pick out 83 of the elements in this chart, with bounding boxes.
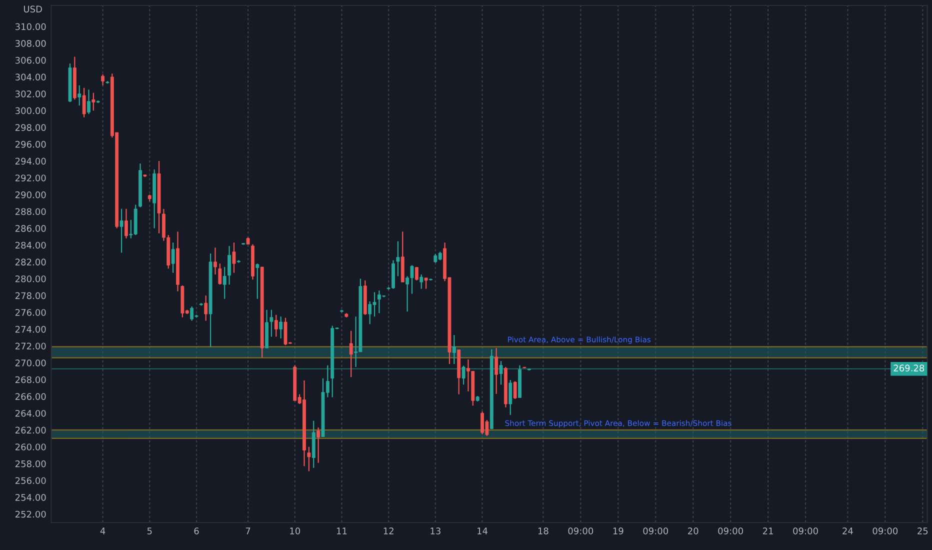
x-tick-label: 10 — [290, 528, 300, 534]
y-tick-label: 300.00 — [16, 107, 46, 114]
x-tick-label: 09:00 — [568, 528, 594, 534]
y-tick-label: 256.00 — [15, 477, 46, 484]
x-tick-label: 4 — [100, 528, 106, 534]
y-tick-label: 266.00 — [15, 393, 46, 400]
x-tick-label: 25 — [918, 528, 928, 534]
x-tick-label: 24 — [842, 528, 853, 534]
x-tick-label: 19 — [613, 528, 624, 534]
y-tick-label: 260.00 — [15, 444, 46, 450]
candlestick — [396, 240, 400, 277]
y-tick-label: 268.00 — [15, 376, 46, 384]
y-tick-label: 298.00 — [15, 124, 46, 131]
y-tick-label: 284.00 — [15, 242, 46, 249]
x-tick-label: 21 — [762, 528, 773, 534]
x-tick-label: 12 — [384, 528, 394, 534]
x-tick-label: 14 — [478, 528, 488, 534]
y-tick-label: 288.00 — [15, 208, 46, 216]
candlestick — [214, 247, 217, 276]
y-tick-label: 304.00 — [16, 74, 46, 81]
x-tick-label: 6 — [194, 528, 199, 534]
y-tick-label: 282.00 — [15, 258, 46, 266]
candlestick — [82, 87, 86, 118]
x-tick-label: 7 — [246, 528, 250, 534]
candlestick — [513, 380, 517, 400]
y-tick-label: 306.00 — [16, 56, 46, 64]
y-tick-label: 290.00 — [15, 191, 46, 198]
candlestick — [420, 274, 424, 290]
y-tick-label: 274.00 — [15, 326, 46, 333]
candlestick — [204, 294, 208, 322]
candlestick — [171, 242, 175, 274]
y-tick-label: 294.00 — [15, 158, 46, 165]
y-tick-label: 264.00 — [15, 410, 46, 417]
candlestick — [270, 309, 274, 338]
candlestick — [279, 316, 283, 339]
candlestick — [499, 360, 503, 386]
x-tick-label: 09:00 — [793, 528, 818, 534]
x-tick-label: 09:00 — [643, 528, 668, 534]
y-tick-label: 270.00 — [15, 360, 46, 366]
candlestick — [274, 314, 278, 338]
y-tick-label: 292.00 — [15, 174, 46, 182]
candlestick — [78, 84, 82, 106]
y-tick-label: 258.00 — [15, 460, 46, 468]
candlestick — [87, 89, 90, 114]
y-tick-label: 280.00 — [15, 275, 46, 282]
candlestick — [124, 208, 128, 239]
candlestick — [222, 266, 226, 300]
candlestick — [349, 330, 353, 378]
y-tick-label: 286.00 — [15, 225, 46, 232]
candlestick — [316, 426, 320, 464]
candlestick — [101, 74, 105, 86]
candlestick — [256, 263, 260, 300]
y-tick-label: 272.00 — [15, 342, 46, 350]
x-tick-label: 09:00 — [872, 528, 898, 534]
candlestick — [424, 277, 428, 290]
y-tick-label: 302.00 — [16, 90, 46, 98]
candlestick — [307, 446, 311, 472]
candlestick — [414, 266, 418, 281]
x-tick-label: 20 — [688, 528, 698, 534]
y-tick-label: 278.00 — [15, 292, 46, 300]
y-tick-label: 254.00 — [15, 494, 46, 501]
candlestick — [228, 245, 231, 286]
y-tick-label: 308.00 — [16, 40, 46, 47]
candlestick — [494, 348, 498, 394]
candlestick — [462, 365, 466, 386]
y-tick-label: 252.00 — [15, 510, 46, 518]
y-tick-label: 296.00 — [15, 140, 46, 148]
candlestick — [218, 263, 222, 286]
x-tick-label: 5 — [147, 528, 152, 534]
x-tick-label: 11 — [336, 528, 347, 534]
y-tick-label: 276.00 — [15, 309, 46, 316]
candlestick — [452, 334, 456, 365]
candlestick — [508, 379, 512, 416]
y-tick-label: 310.00 — [16, 23, 46, 30]
x-tick-label: 18 — [538, 528, 548, 534]
candlestick — [120, 208, 124, 254]
x-tick-label: 09:00 — [718, 528, 743, 534]
y-tick-label: 262.00 — [15, 426, 46, 434]
candlestick — [232, 242, 236, 274]
x-tick-label: 13 — [430, 528, 440, 534]
candlestick — [92, 92, 96, 112]
ref-line-label: 269.28 — [894, 364, 924, 372]
y-axis-title: USD — [24, 6, 42, 12]
